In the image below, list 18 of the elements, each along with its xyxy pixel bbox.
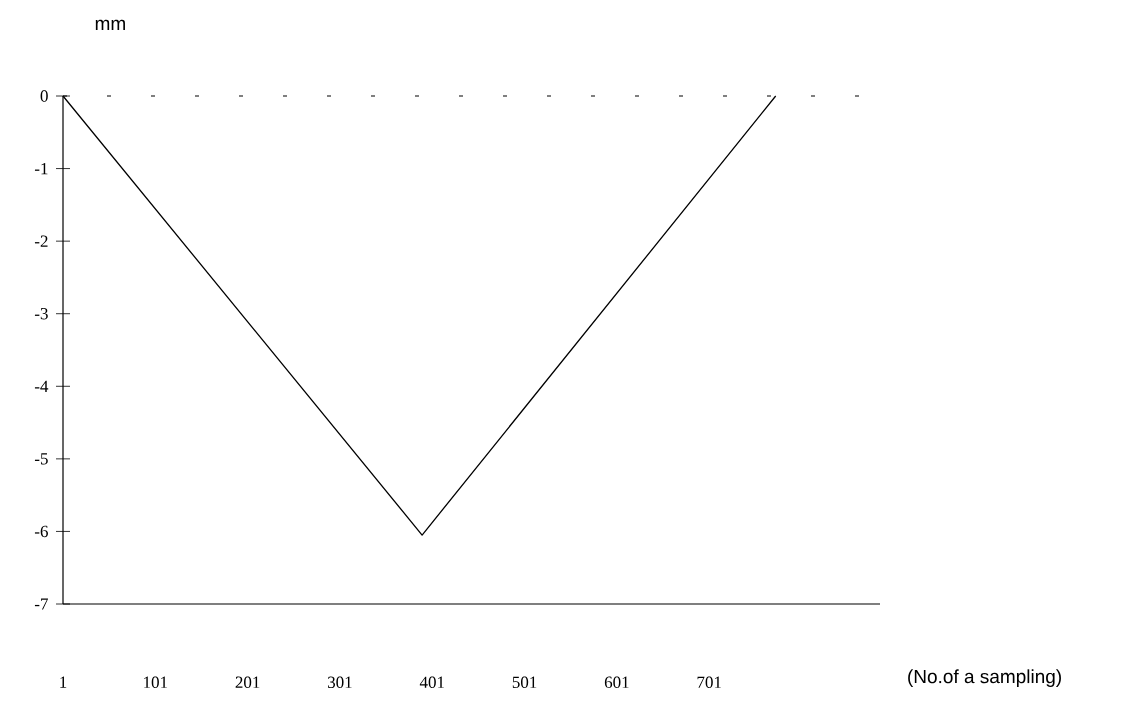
x-tick-label: 1 (60, 676, 67, 688)
y-tick-label: -7 (34, 598, 48, 610)
x-tick-label: 101 (144, 676, 168, 689)
x-tick-label: 301 (328, 676, 352, 689)
x-axis-title: (No.of a sampling) (908, 669, 1061, 688)
x-tick-label: 601 (604, 676, 629, 689)
y-tick-label: -3 (34, 308, 48, 320)
x-tick-label: 501 (512, 676, 537, 689)
x-tick-label: 401 (419, 676, 444, 689)
y-tick-label: -4 (34, 380, 49, 392)
y-tick-label: -6 (34, 525, 48, 538)
y-tick-label: -1 (34, 162, 48, 175)
y-tick-label: 0 (40, 90, 48, 102)
x-tick-label: 201 (235, 676, 260, 689)
y-tick-label: -2 (34, 235, 48, 247)
x-tick-label: 701 (697, 676, 721, 689)
y-axis-title: mm (95, 19, 125, 30)
y-tick-label: -5 (34, 453, 48, 465)
